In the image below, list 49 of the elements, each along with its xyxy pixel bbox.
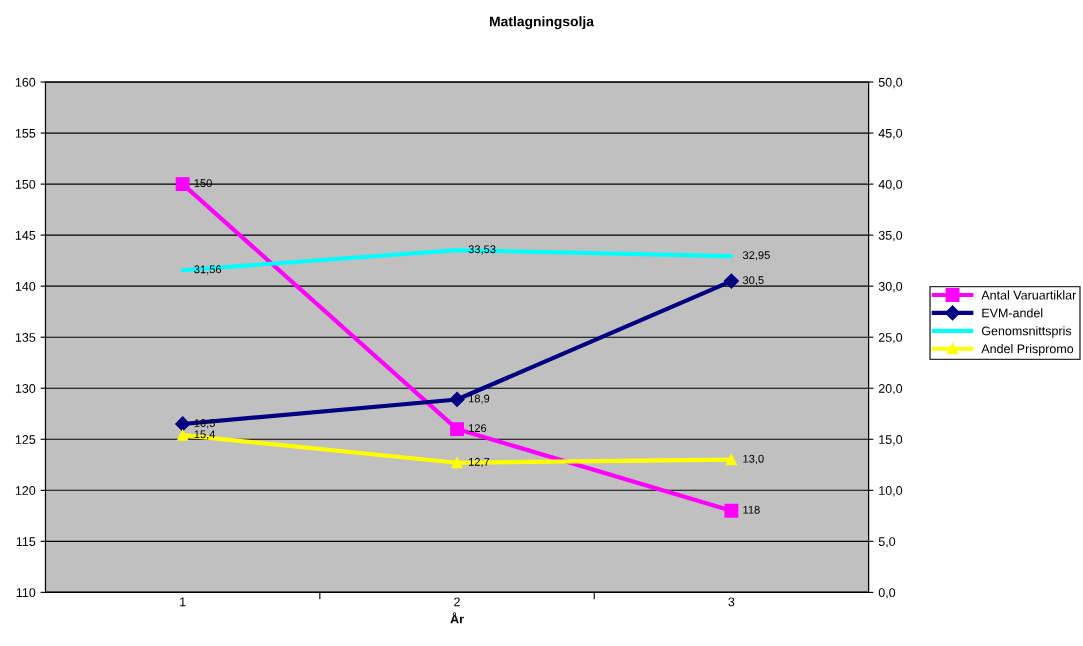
point <box>451 457 463 469</box>
y2-tick-label: 15,0 <box>879 435 903 446</box>
x-axis-title: År <box>450 612 464 624</box>
y-tick-label: 160 <box>15 77 36 87</box>
point <box>177 429 189 441</box>
y2-tick-label: 10,0 <box>879 486 903 497</box>
y2-tick-label: 30,0 <box>878 281 903 293</box>
x-tick-label: 1 <box>180 597 186 607</box>
point <box>723 273 739 289</box>
y-tick-label: 155 <box>15 129 36 138</box>
data-label: 32,95 <box>742 251 770 261</box>
data-label: 118 <box>743 505 760 514</box>
data-label: 33,53 <box>468 245 496 255</box>
x-tick-label: 3 <box>728 597 735 607</box>
data-label: 18,9 <box>468 394 490 404</box>
legend-label: EVM-andel <box>982 308 1043 318</box>
point <box>175 416 191 432</box>
y-tick-label: 145 <box>15 231 36 240</box>
chart-title: Matlagningsolja <box>489 16 595 30</box>
y2-tick-label: 5,0 <box>878 537 896 548</box>
y2-tick-label: 50,0 <box>878 77 903 89</box>
y2-tick-label: 45,0 <box>878 128 903 140</box>
point <box>724 503 739 518</box>
y2-tick-label: 20,0 <box>878 384 903 395</box>
y2-tick-label: 0,0 <box>878 588 896 599</box>
x-tick-label: 2 <box>454 597 460 607</box>
y-tick-label: 140 <box>15 281 36 291</box>
data-label: 30,5 <box>742 276 764 286</box>
y2-tick-label: 35,0 <box>878 230 903 242</box>
legend-label: Genomsnittspris <box>981 326 1072 338</box>
y2-tick-label: 40,0 <box>878 179 903 191</box>
y2-tick-label: 25,0 <box>878 333 903 344</box>
y-tick-label: 125 <box>15 435 36 444</box>
y-tick-label: 110 <box>16 588 36 598</box>
y-tick-label: 115 <box>16 537 36 546</box>
y-tick-label: 135 <box>15 333 36 342</box>
y-tick-label: 120 <box>15 486 36 495</box>
y-tick-label: 150 <box>15 179 36 189</box>
point <box>725 454 737 466</box>
data-label: 31,56 <box>194 265 222 275</box>
data-label: 126 <box>468 424 487 433</box>
y-tick-label: 130 <box>15 384 36 393</box>
legend-label: Andel Prispromo <box>981 344 1074 356</box>
point <box>450 422 464 437</box>
legend-label: Antal Varuartiklar <box>981 290 1077 300</box>
point <box>175 177 190 192</box>
data-label: 13,0 <box>743 454 764 464</box>
point <box>449 391 465 408</box>
data-label: 12,7 <box>468 457 490 468</box>
